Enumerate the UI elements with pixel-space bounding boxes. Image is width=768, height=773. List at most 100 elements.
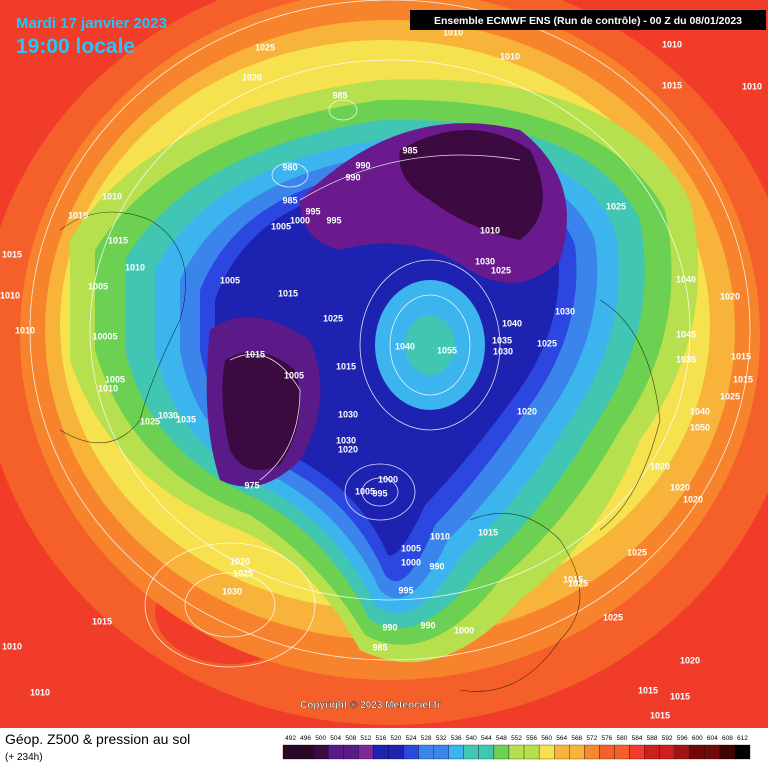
scale-swatch bbox=[282, 744, 299, 760]
scale-swatch bbox=[403, 744, 419, 760]
scale-swatch bbox=[358, 744, 374, 760]
colorbar: 492 496 500 504 508 512 516 520 524 528 532 536 540 5… bbox=[282, 735, 751, 760]
isobar-label: 1005 bbox=[355, 486, 375, 496]
isobar-label: 1035 bbox=[492, 335, 512, 345]
isobar-label: 1000 bbox=[454, 625, 474, 635]
isobar-label: 1030 bbox=[555, 306, 575, 316]
scale-swatch bbox=[538, 744, 555, 760]
scale-label: 492 bbox=[285, 735, 296, 742]
isobar-label: 1020 bbox=[338, 444, 358, 454]
model: Ensemble ECMWF ENS (Run de contrôle) - 0… bbox=[434, 15, 742, 27]
isobar-label: 1005 bbox=[88, 281, 108, 291]
isobar-label: 1020 bbox=[683, 494, 703, 504]
isobar-label: 1025 bbox=[323, 313, 343, 323]
isobar-label: 1015 bbox=[650, 710, 670, 720]
isobar-label: 1005 bbox=[105, 374, 125, 384]
scale-label: 600 bbox=[692, 735, 703, 742]
time: 19:00 locale bbox=[16, 35, 135, 58]
isobar-label: 1015 bbox=[245, 349, 265, 359]
scale-swatch bbox=[508, 744, 525, 760]
scale-swatch bbox=[704, 744, 721, 760]
scale-swatch bbox=[734, 744, 751, 760]
isobar-label: 1030 bbox=[336, 435, 356, 445]
isobar-label: 1025 bbox=[720, 391, 740, 401]
scale-swatch bbox=[659, 744, 675, 760]
scale-swatch bbox=[418, 744, 434, 760]
scale-swatch bbox=[523, 744, 540, 760]
isobar-label: 1005 bbox=[284, 370, 304, 380]
scale-swatch bbox=[463, 744, 479, 760]
isobar-label: 1025 bbox=[255, 42, 275, 52]
footer-title: Géop. Z500 & pression au sol bbox=[5, 731, 190, 747]
scale-label: 612 bbox=[737, 735, 748, 742]
scale-label: 524 bbox=[406, 735, 417, 742]
isobar-label: 1025 bbox=[537, 338, 557, 348]
scale-label: 552 bbox=[511, 735, 522, 742]
isobar-label: 1025 bbox=[627, 547, 647, 557]
isobar-label: 1030 bbox=[475, 256, 495, 266]
scale-swatch bbox=[343, 744, 359, 760]
scale-label: 588 bbox=[647, 735, 658, 742]
isobar-label: 1015 bbox=[2, 249, 22, 259]
isobar-label: 985 bbox=[402, 145, 417, 155]
isobar-label: 10005 bbox=[92, 331, 117, 341]
isobar-label: 1055 bbox=[437, 345, 457, 355]
isobar-label: 1025 bbox=[606, 201, 626, 211]
isobar-label: 980 bbox=[282, 162, 297, 172]
scale-label: 592 bbox=[662, 735, 673, 742]
scale-label: 500 bbox=[315, 735, 326, 742]
scale-swatch bbox=[478, 744, 495, 760]
isobar-label: 1010 bbox=[662, 39, 682, 49]
isobar-label: 1010 bbox=[68, 210, 88, 220]
isobar-label: 1015 bbox=[108, 235, 128, 245]
scale-label: 564 bbox=[556, 735, 567, 742]
isobar-label: 1015 bbox=[278, 288, 298, 298]
isobar-label: 1015 bbox=[731, 351, 751, 361]
scale-swatch bbox=[554, 744, 570, 760]
isobar-label: 1015 bbox=[662, 80, 682, 90]
scale-swatch bbox=[433, 744, 449, 760]
isobar-label: 1010 bbox=[0, 290, 20, 300]
isobar-label: 1030 bbox=[222, 586, 242, 596]
scale-swatch bbox=[328, 744, 344, 760]
isobar-label: 1015 bbox=[563, 574, 583, 584]
isobar-label: 1020 bbox=[650, 461, 670, 471]
isobar-label: 1010 bbox=[430, 531, 450, 541]
isobar-label: 1030 bbox=[338, 409, 358, 419]
isobar-label: 1010 bbox=[500, 51, 520, 61]
isobar-label: 995 bbox=[305, 206, 320, 216]
isobar-label: 1005 bbox=[401, 543, 421, 553]
scale-label: 512 bbox=[360, 735, 371, 742]
isobar-label: 995 bbox=[398, 585, 413, 595]
isobar-label: 1010 bbox=[742, 81, 762, 91]
isobar-label: 990 bbox=[429, 561, 444, 571]
scale-swatch bbox=[448, 744, 464, 760]
field bbox=[0, 0, 768, 728]
isobar-label: 1025 bbox=[568, 578, 588, 588]
isobar-label: 1025 bbox=[491, 265, 511, 275]
isobar-label: 1020 bbox=[680, 655, 700, 665]
isobar-label: 1025 bbox=[140, 416, 160, 426]
scale-label: 580 bbox=[617, 735, 628, 742]
scale-swatch bbox=[569, 744, 585, 760]
isobar-label: 1010 bbox=[15, 325, 35, 335]
isobar-label: 1000 bbox=[401, 557, 421, 567]
isobar-label: 1010 bbox=[480, 225, 500, 235]
isobar-labels: 1010 1025 1020 1010 1010 1015 985 985 990 990 980 9… bbox=[0, 27, 762, 720]
isobar-label: 1020 bbox=[720, 291, 740, 301]
scale-label: 572 bbox=[586, 735, 597, 742]
isobar-label: 1045 bbox=[676, 329, 696, 339]
scale-swatch bbox=[388, 744, 404, 760]
model-box bbox=[410, 10, 766, 30]
isobar-label: 1050 bbox=[690, 422, 710, 432]
isobar-label: 1010 bbox=[2, 641, 22, 651]
isobar-label: 1010 bbox=[443, 27, 463, 37]
isobar-label: 1040 bbox=[676, 274, 696, 284]
isobar-label: 990 bbox=[345, 172, 360, 182]
scale-label: 584 bbox=[632, 735, 643, 742]
isobar-label: 1035 bbox=[676, 354, 696, 364]
isobar-label: 1005 bbox=[220, 275, 240, 285]
scale-label: 504 bbox=[330, 735, 341, 742]
scale-label: 560 bbox=[541, 735, 552, 742]
